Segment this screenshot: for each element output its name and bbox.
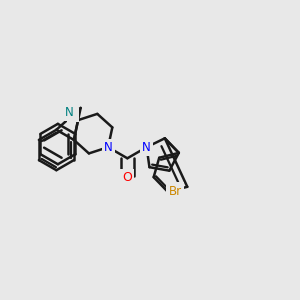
Text: N: N — [104, 141, 112, 154]
Text: N: N — [64, 106, 74, 119]
Text: Br: Br — [169, 184, 182, 198]
Text: H: H — [69, 110, 77, 120]
Text: O: O — [122, 172, 132, 184]
Text: N: N — [142, 141, 151, 154]
